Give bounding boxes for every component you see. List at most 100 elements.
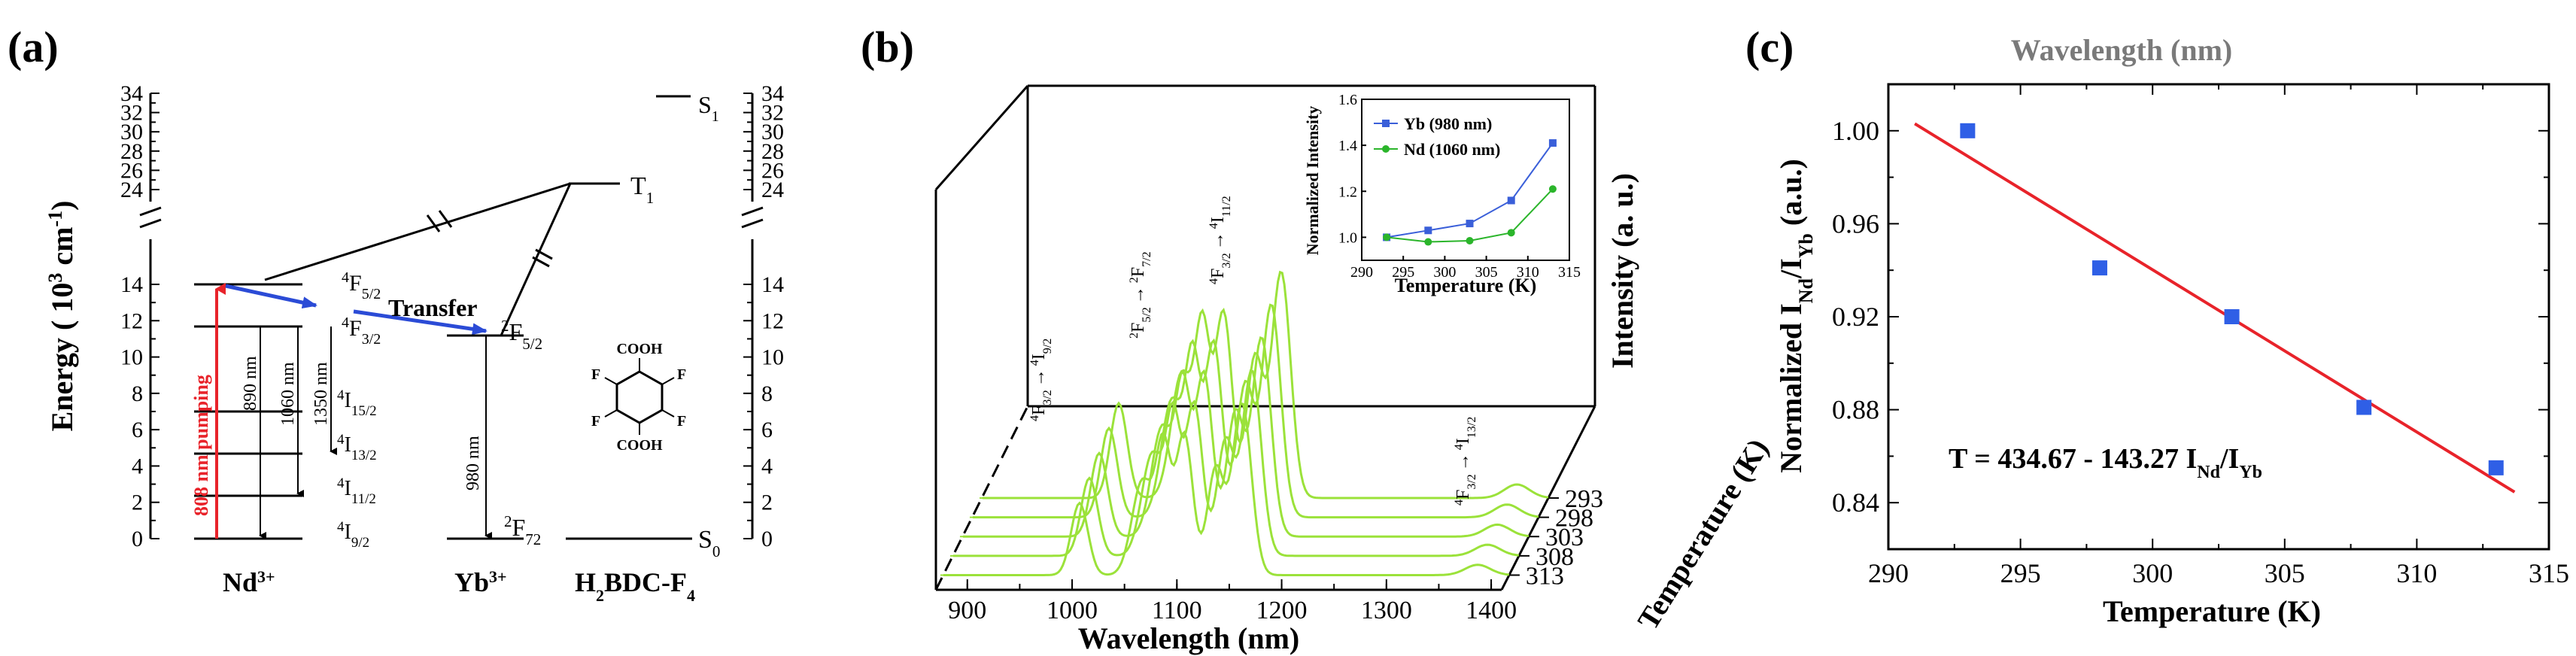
tick-label: 0.92 — [1832, 302, 1879, 332]
data-point — [2356, 399, 2372, 415]
tick-label: 8 — [132, 381, 143, 406]
tick-label: 293 — [1565, 485, 1603, 513]
transition-label: 2F5/2→2F7/2 — [1128, 251, 1153, 339]
tick-label: 28 — [120, 139, 143, 164]
ligand-level-label: T1 — [630, 172, 654, 207]
inset-y-label: Normalized Intensity — [1303, 106, 1322, 256]
break-mark — [438, 210, 453, 228]
legend-label: Nd (1060 nm) — [1404, 140, 1500, 159]
axis-break-mark — [741, 218, 764, 229]
panel-c: (c) Wavelength (nm) 290 295 300 305 310 315 0.… — [1745, 23, 2569, 628]
panel-c-y-label: Normalized INd/IYb (a.u.) — [1774, 159, 1817, 473]
inset-background — [1302, 92, 1590, 296]
tick-label: 1000 — [1046, 597, 1098, 624]
tick-label: 298 — [1555, 505, 1593, 533]
tick-label: 0 — [761, 527, 773, 551]
fit-line — [1914, 122, 2516, 494]
tick-label: 4 — [132, 454, 143, 478]
tick-label: 313 — [1526, 562, 1564, 590]
panel-b-letter: (b) — [861, 23, 914, 71]
tick-label: 1.00 — [1832, 116, 1879, 146]
panel-c-letter: (c) — [1745, 23, 1794, 71]
inset-chart: 290 295 300 305 310 315 1.0 1.2 1.4 1.6 Yb (980 n… — [1302, 92, 1590, 296]
tick-label: 0 — [132, 527, 143, 551]
spectrum-line-313 — [943, 402, 1510, 576]
tick-label: 34 — [761, 81, 784, 106]
tick-label: 1.6 — [1338, 92, 1357, 108]
tick-label: 300 — [1433, 264, 1456, 281]
ligand-level-label: S1 — [698, 91, 719, 125]
species-label-yb: Yb3+ — [454, 567, 507, 598]
panel-a-y-label: Energy ( 103 cm-1) — [44, 201, 80, 432]
spectrum-line-293 — [983, 270, 1549, 500]
panel-b-x-label: Wavelength (nm) — [1078, 621, 1299, 655]
panel-b: (b) 900 1000 1100 1200 1300 1400 293298303308… — [861, 23, 1775, 655]
panel-c-x-label: Temperature (K) — [2103, 594, 2321, 628]
tick-label: 308 — [1536, 543, 1574, 571]
tick-label: 1.4 — [1338, 138, 1357, 154]
tick-label: 305 — [1475, 264, 1498, 281]
tick-label: 1400 — [1466, 597, 1517, 624]
tick-label: 295 — [1392, 264, 1414, 281]
panel-b-z-label: Temperature (K) — [1630, 433, 1775, 636]
nd-level-label: 4I15/2 — [337, 387, 377, 419]
species-label-nd: Nd3+ — [223, 567, 275, 598]
legend-marker — [1382, 145, 1390, 153]
tick-label: 34 — [120, 81, 143, 106]
frame-top-diagonal — [934, 85, 1029, 190]
tick-label: 8 — [761, 381, 773, 406]
transition-label: 4F3/2→4I9/2 — [1028, 339, 1054, 421]
tick-label: 315 — [1558, 264, 1581, 281]
nd-level-label: 4F5/2 — [342, 269, 381, 302]
break-mark — [535, 248, 553, 260]
nd-levels: 4F5/2 4F3/2 4I15/2 4I13/2 4I11/2 4I9/2 — [194, 269, 381, 551]
panel-b-frame — [934, 84, 1596, 591]
pump-label: 808 nm pumping — [190, 375, 212, 516]
tick-label: 1200 — [1256, 597, 1308, 624]
spectrum-line-303 — [963, 336, 1530, 538]
spectrum-line-298 — [973, 303, 1539, 519]
fluorine-label: F — [677, 366, 686, 383]
bond — [661, 377, 675, 385]
panel-c-top-label: Wavelength (nm) — [2011, 33, 2232, 67]
tick-label: 315 — [2529, 558, 2569, 588]
nd-level-label: 4I9/2 — [337, 519, 369, 551]
tick-label: 290 — [1350, 264, 1373, 281]
fluorine-label: F — [591, 413, 600, 430]
tick-label: 1100 — [1152, 597, 1202, 624]
tick-label: 0.88 — [1832, 395, 1879, 425]
axis-break-mark — [139, 206, 162, 217]
tick-label: 4 — [761, 454, 773, 478]
tick-label: 305 — [2265, 558, 2305, 588]
cooh-label: COOH — [616, 437, 663, 454]
h2bdc-f4-molecule: COOH COOH F F F F — [591, 341, 686, 454]
inset-point — [1424, 238, 1432, 246]
tick-label: 1.0 — [1338, 229, 1357, 246]
tick-label: 0.84 — [1832, 487, 1879, 518]
data-point — [1960, 123, 1976, 138]
tick-label: 310 — [2396, 558, 2437, 588]
tick-label: 6 — [761, 418, 773, 442]
tick-label: 12 — [120, 308, 143, 333]
inset-point — [1507, 196, 1515, 205]
cooh-label: COOH — [616, 341, 663, 357]
species-label-ligand: H2BDC-F4 — [575, 567, 695, 605]
tick-label: 2 — [132, 490, 143, 515]
data-point — [2091, 260, 2107, 276]
inset-point — [1424, 226, 1432, 235]
tick-label: 303 — [1545, 524, 1584, 551]
inset-point — [1507, 229, 1515, 237]
data-point — [2488, 460, 2504, 475]
x-ticks: 900 1000 1100 1200 1300 1400 — [948, 579, 1517, 624]
tick-label: 310 — [1517, 264, 1539, 281]
tick-label: 0.96 — [1832, 208, 1879, 238]
tick-label: 6 — [132, 418, 143, 442]
tick-label: 290 — [1868, 558, 1909, 588]
panel-a-letter: (a) — [8, 23, 59, 71]
tick-label: 10 — [120, 345, 143, 370]
tick-label: 28 — [761, 139, 784, 164]
break-mark — [532, 256, 550, 268]
